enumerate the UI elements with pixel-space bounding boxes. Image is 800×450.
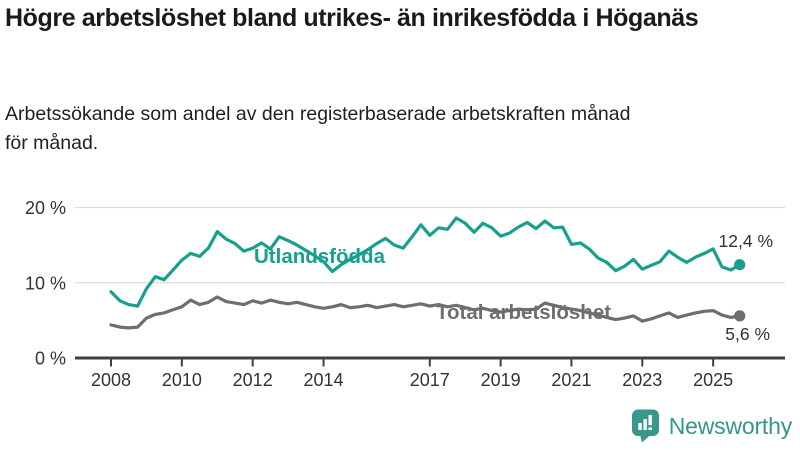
x-tick-label-2019: 2019: [481, 370, 521, 390]
y-tick-label-10: 10 %: [25, 273, 66, 293]
newsworthy-logo[interactable]: Newsworthy: [631, 409, 792, 443]
x-tick-label-2010: 2010: [162, 370, 202, 390]
series-line-1: [109, 295, 742, 330]
x-tick-label-2012: 2012: [233, 370, 273, 390]
y-tick-label-20: 20 %: [25, 198, 66, 218]
x-tick-label-2017: 2017: [410, 370, 450, 390]
x-tick-label-2014: 2014: [303, 370, 343, 390]
newsworthy-logo-text: Newsworthy: [668, 412, 792, 439]
end-dot-1: [734, 310, 746, 322]
x-tick-label-2008: 2008: [91, 370, 131, 390]
bar-chart-speech-bubble-icon: [631, 409, 661, 443]
end-value-label-1: 5,6 %: [725, 324, 770, 344]
x-tick-label-2021: 2021: [551, 370, 591, 390]
chart-title: Högre arbetslöshet bland utrikes- än inr…: [5, 4, 699, 32]
series-label-1: Total arbetslöshet: [436, 301, 611, 324]
y-tick-label-0: 0 %: [35, 349, 66, 369]
end-value-label-0: 12,4 %: [719, 231, 773, 251]
series-label-0: Utlandsfödda: [254, 245, 386, 268]
end-dot-0: [734, 259, 746, 271]
x-tick-label-2023: 2023: [622, 370, 662, 390]
chart-subtitle: Arbetssökande som andel av den registerb…: [5, 103, 631, 155]
x-tick-label-2025: 2025: [693, 370, 733, 390]
series-line-0: [109, 216, 742, 308]
